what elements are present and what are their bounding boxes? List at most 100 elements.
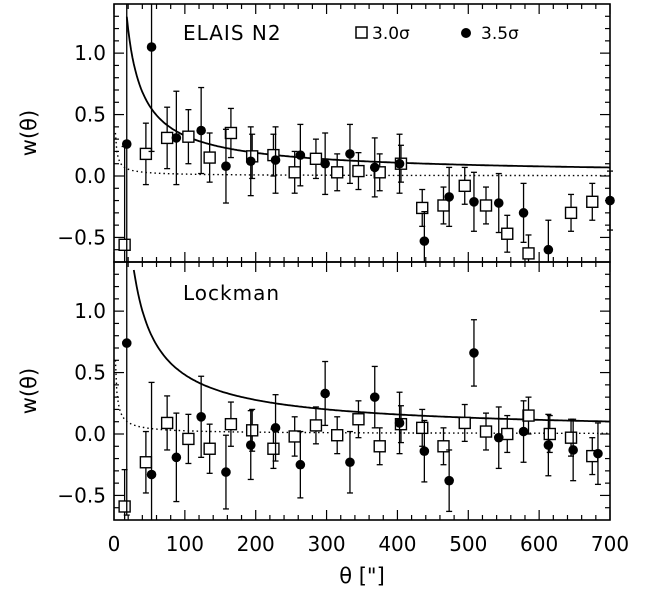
- y-tick-label: −0.5: [57, 225, 106, 249]
- data-point-square: [352, 413, 365, 426]
- data-point-square: [564, 206, 578, 220]
- data-point-circle: [270, 155, 281, 165]
- panel-title: Lockman: [183, 281, 280, 305]
- data-point-circle: [493, 198, 504, 208]
- data-point-square: [479, 425, 493, 438]
- data-point-circle: [543, 440, 554, 450]
- data-point-square: [522, 409, 535, 422]
- data-point-circle: [444, 192, 454, 202]
- data-point-circle: [444, 475, 454, 486]
- data-point-square: [373, 440, 386, 453]
- data-point-square: [160, 131, 174, 145]
- data-point-circle: [345, 457, 355, 468]
- data-point-square: [309, 152, 323, 166]
- y-tick-label: 0.5: [74, 103, 106, 127]
- axis-ticks: 1.0 0.5 0.0 −0.5: [57, 4, 611, 262]
- y-tick-label: 0.0: [74, 164, 106, 188]
- data-point-circle: [196, 412, 206, 422]
- data-point-circle: [369, 162, 380, 173]
- y-tick-label: 0.0: [74, 422, 106, 446]
- panel-elais-n2: 1.0 0.5 0.0 −0.5 ELAIS N2 3.0σ 3.5σ w(θ): [17, 3, 615, 263]
- y-tick-label: 1.0: [74, 41, 106, 65]
- panel-lockman: 1.0 0.5 0.0 −0.5 0 100 200 300 400 500 600 700 Lock…: [17, 261, 629, 588]
- data-point-square: [182, 130, 195, 143]
- data-point-circle: [245, 440, 256, 450]
- data-point-square: [352, 164, 365, 178]
- data-point-square: [203, 151, 216, 164]
- data-point-square: [564, 431, 578, 444]
- y-axis-label: w(θ): [17, 368, 41, 414]
- x-tick-label: 500: [449, 532, 487, 556]
- data-point-square: [458, 416, 471, 430]
- data-point-square: [160, 416, 174, 430]
- data-point-circle: [394, 418, 405, 428]
- data-point-square: [416, 421, 429, 435]
- legend-label-3sigma: 3.0σ: [372, 24, 410, 44]
- data-point-circle: [345, 149, 355, 159]
- fit-curve-solid: [125, 16, 610, 169]
- data-point-circle: [121, 338, 132, 348]
- data-point-square: [437, 199, 450, 212]
- fit-curve-dotted: [114, 360, 610, 434]
- data-point-square: [245, 424, 259, 437]
- data-point-circle: [270, 423, 281, 433]
- y-tick-label: 1.0: [74, 299, 106, 323]
- data-marks: [118, 262, 603, 520]
- legend-circle-marker: [461, 28, 471, 38]
- data-point-circle: [394, 158, 405, 169]
- x-tick-label: 0: [108, 532, 121, 556]
- data-point-circle: [518, 426, 529, 437]
- data-point-square: [139, 147, 153, 161]
- data-point-square: [118, 238, 131, 252]
- data-point-circle: [605, 195, 615, 206]
- data-point-square: [331, 429, 344, 442]
- legend: 3.0σ 3.5σ: [355, 24, 519, 44]
- data-point-square: [288, 166, 301, 179]
- x-tick-label: 200: [237, 532, 275, 556]
- data-point-circle: [543, 244, 554, 255]
- data-point-circle: [419, 446, 430, 457]
- data-point-square: [203, 442, 216, 455]
- data-point-square: [458, 179, 471, 193]
- data-point-circle: [320, 158, 330, 169]
- y-tick-label: 0.5: [74, 361, 106, 385]
- data-point-square: [267, 442, 280, 455]
- axis-ticks: 1.0 0.5 0.0 −0.5 0 100 200 300 400 500 600 700: [57, 262, 629, 556]
- data-point-circle: [245, 156, 256, 167]
- legend-label-3p5sigma: 3.5σ: [481, 24, 519, 44]
- data-point-circle: [568, 445, 578, 455]
- data-point-square: [501, 227, 514, 240]
- data-point-circle: [369, 392, 380, 402]
- data-point-square: [522, 247, 535, 260]
- data-point-circle: [146, 42, 157, 52]
- data-point-square: [288, 430, 301, 443]
- data-point-square: [543, 427, 556, 441]
- data-point-circle: [295, 150, 306, 160]
- data-marks: [118, 4, 615, 262]
- data-point-circle: [121, 139, 132, 149]
- data-point-square: [224, 417, 238, 431]
- data-point-square: [139, 456, 153, 469]
- x-tick-label: 600: [520, 532, 558, 556]
- data-point-square: [309, 419, 323, 432]
- data-point-circle: [196, 125, 206, 136]
- x-tick-label: 400: [378, 532, 416, 556]
- x-tick-label: 700: [591, 532, 629, 556]
- y-tick-label: −0.5: [57, 483, 106, 507]
- data-point-circle: [493, 432, 504, 443]
- data-point-square: [479, 199, 493, 212]
- panel-frame: [113, 261, 611, 521]
- data-point-circle: [419, 236, 430, 246]
- x-tick-label: 300: [307, 532, 345, 556]
- data-point-square: [437, 440, 450, 453]
- data-point-circle: [469, 197, 479, 207]
- y-axis-label: w(θ): [17, 110, 41, 156]
- data-point-square: [331, 166, 344, 179]
- data-point-circle: [469, 348, 479, 358]
- data-point-circle: [221, 467, 231, 477]
- data-point-circle: [593, 448, 603, 459]
- data-point-circle: [295, 459, 306, 470]
- data-point-square: [182, 432, 195, 446]
- data-point-circle: [221, 161, 231, 171]
- data-point-circle: [320, 388, 330, 399]
